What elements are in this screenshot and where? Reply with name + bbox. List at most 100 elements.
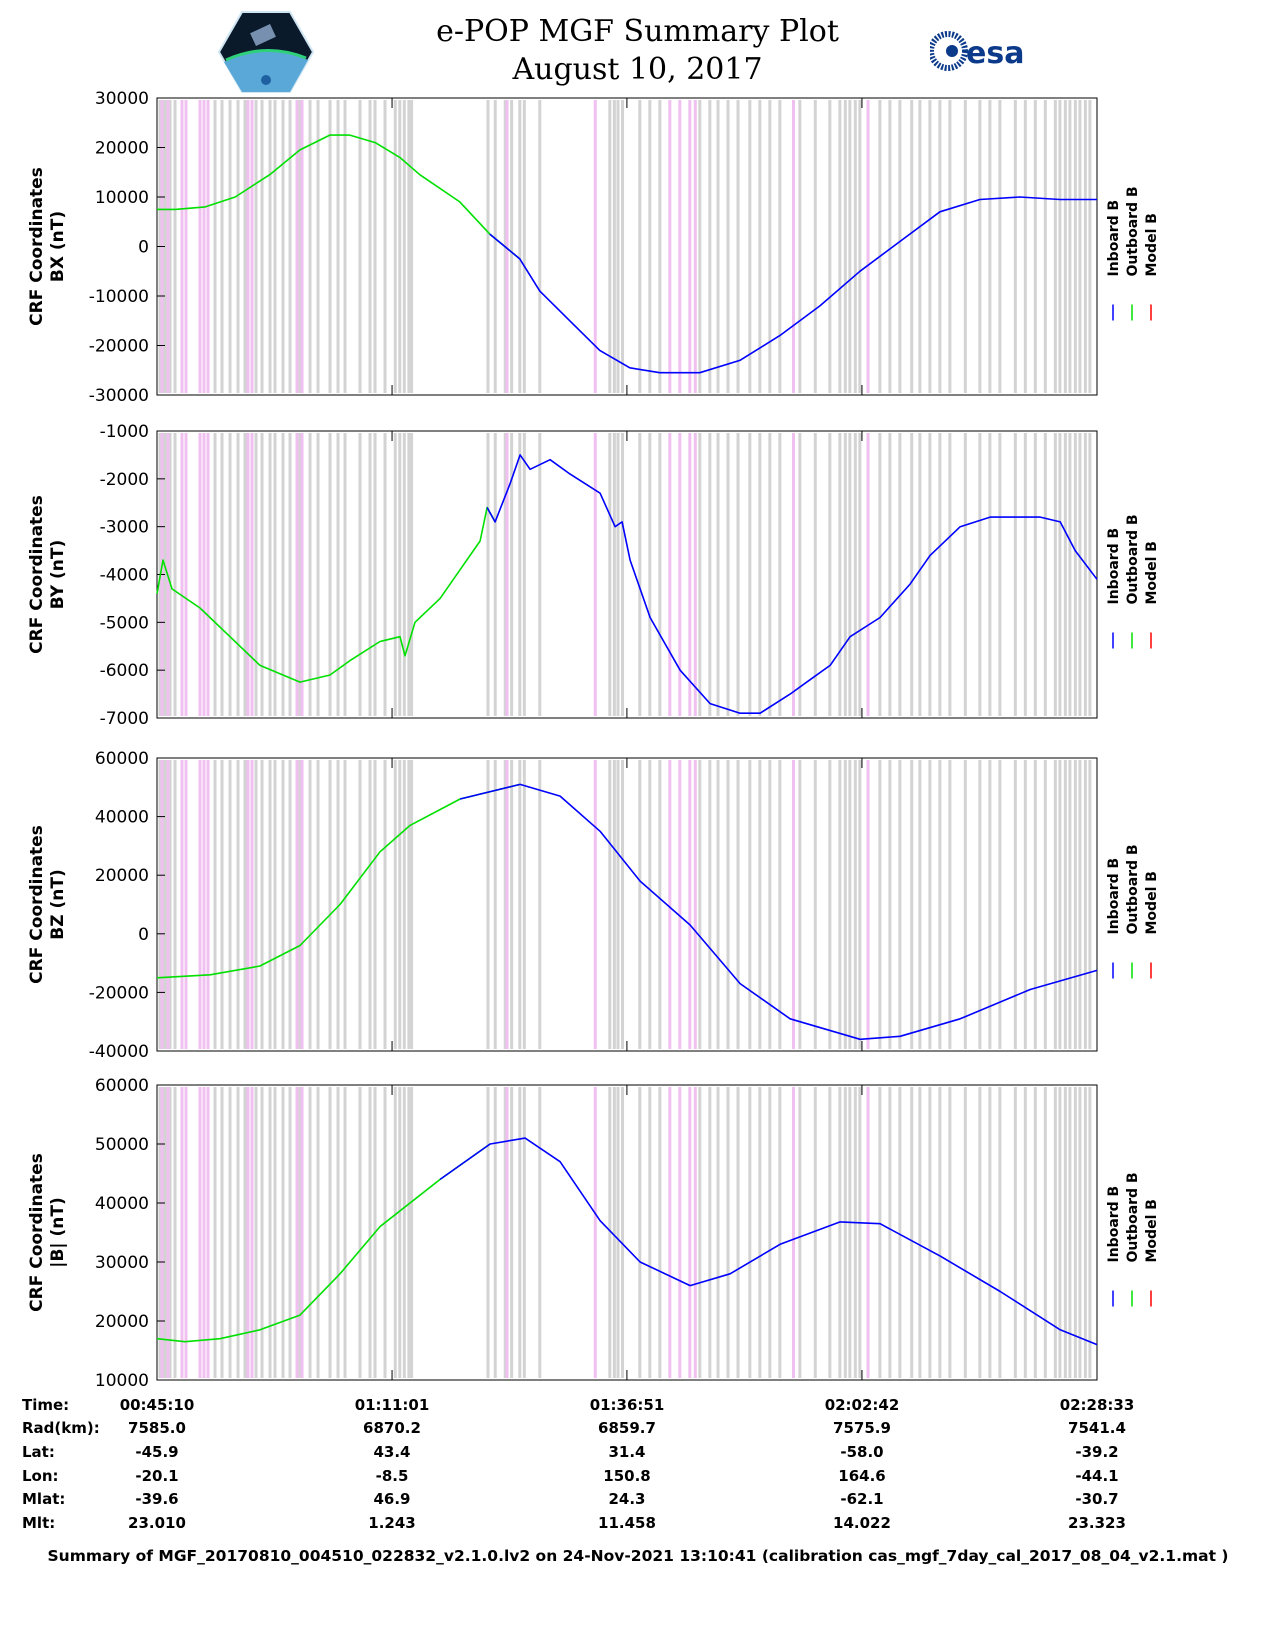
- stripe-pink: [198, 760, 202, 1049]
- y-tick-label: -3000: [100, 518, 149, 538]
- stripe-gray: [1033, 100, 1037, 393]
- row-label: Lat:: [22, 1443, 55, 1461]
- table-cell: 7585.0: [128, 1419, 186, 1437]
- stripe-gray: [336, 100, 340, 393]
- stripe-gray: [1033, 433, 1037, 716]
- stripe-pink: [505, 1087, 509, 1378]
- stripe-gray: [843, 100, 847, 393]
- stripe-gray: [988, 760, 992, 1049]
- stripe-gray: [1063, 1087, 1067, 1378]
- table-cell: 43.4: [373, 1443, 411, 1461]
- stripe-pink: [198, 1087, 202, 1378]
- stripe-gray: [168, 100, 172, 393]
- stripe-gray: [368, 433, 372, 716]
- stripe-gray: [407, 433, 411, 716]
- stripe-gray: [383, 100, 387, 393]
- inboard-b-line: [486, 454, 1098, 714]
- stripe-gray: [621, 1087, 625, 1378]
- stripe-gray: [798, 760, 802, 1049]
- stripe-gray: [638, 760, 642, 1049]
- stripe-gray: [402, 760, 406, 1049]
- stripe-gray: [621, 760, 625, 1049]
- stripe-gray: [978, 1087, 982, 1378]
- stripe-gray: [398, 1087, 402, 1378]
- stripe-gray: [298, 1087, 302, 1378]
- stripe-gray: [493, 760, 497, 1049]
- stripe-gray: [522, 433, 526, 716]
- stripe-gray: [1068, 433, 1072, 716]
- stripe-gray: [853, 760, 857, 1049]
- stripe-pink: [246, 100, 250, 393]
- stripe-gray: [1063, 100, 1067, 393]
- y-tick-label: -5000: [100, 613, 149, 633]
- stripe-gray: [316, 100, 320, 393]
- stripe-gray: [843, 1087, 847, 1378]
- stripe-gray: [1068, 100, 1072, 393]
- inboard-b-line: [459, 783, 1098, 1041]
- stripe-gray: [1068, 1087, 1072, 1378]
- stripe-gray: [1078, 760, 1082, 1049]
- stripe-gray: [888, 433, 892, 716]
- stripe-pink: [184, 100, 188, 393]
- stripe-gray: [1058, 760, 1062, 1049]
- stripe-gray: [336, 1087, 340, 1378]
- stripe-pink: [166, 100, 170, 393]
- stripe-gray: [358, 760, 362, 1049]
- stripe-pink: [202, 100, 206, 393]
- stripe-gray: [1063, 433, 1067, 716]
- stripe-gray: [1013, 760, 1017, 1049]
- stripe-gray: [402, 433, 406, 716]
- table-cell: 7541.4: [1068, 1419, 1126, 1437]
- stripe-gray: [1078, 433, 1082, 716]
- stripe-gray: [928, 433, 932, 716]
- stripe-gray: [316, 760, 320, 1049]
- stripe-pink: [668, 433, 672, 716]
- y-tick-label: 10000: [95, 1371, 149, 1391]
- stripe-gray: [758, 1087, 762, 1378]
- stripe-gray: [838, 760, 842, 1049]
- stripe-gray: [612, 1087, 616, 1378]
- stripe-gray: [998, 760, 1002, 1049]
- stripe-gray: [328, 100, 332, 393]
- stripe-gray: [1013, 100, 1017, 393]
- stripe-gray: [798, 1087, 802, 1378]
- stripe-gray: [228, 100, 232, 393]
- table-cell: 23.010: [128, 1514, 186, 1532]
- stripe-pink: [295, 433, 299, 716]
- stripe-gray: [621, 433, 625, 716]
- table-cell: -44.1: [1075, 1467, 1119, 1485]
- stripe-gray: [1073, 100, 1077, 393]
- stripe-gray: [518, 1087, 522, 1378]
- stripe-gray: [1058, 1087, 1062, 1378]
- stripe-gray: [538, 1087, 542, 1378]
- table-cell: 31.4: [608, 1443, 646, 1461]
- y-tick-label: 0: [138, 925, 149, 945]
- stripe-gray: [938, 1087, 942, 1378]
- stripe-gray: [168, 1087, 172, 1378]
- stripe-gray: [308, 760, 312, 1049]
- outboard-b-line: [156, 1143, 491, 1343]
- stripe-gray: [963, 433, 967, 716]
- stripe-gray: [260, 1087, 264, 1378]
- stripe-gray: [716, 760, 720, 1049]
- y-tick-label: -10000: [89, 287, 149, 307]
- y-tick-label: 30000: [95, 1253, 149, 1273]
- stripe-pink: [688, 433, 692, 716]
- stripe-gray: [918, 1087, 922, 1378]
- stripe-pink: [593, 433, 597, 716]
- y-axis-label-line2: BX (nT): [48, 211, 68, 282]
- table-cell: 02:28:33: [1059, 1396, 1135, 1414]
- stripe-gray: [213, 760, 217, 1049]
- stripe-gray: [858, 433, 862, 716]
- y-tick-label: 30000: [95, 89, 149, 109]
- stripe-gray: [373, 433, 377, 716]
- stripe-gray: [726, 1087, 730, 1378]
- stripe-gray: [1083, 760, 1087, 1049]
- stripe-gray: [878, 1087, 882, 1378]
- stripe-gray: [612, 433, 616, 716]
- stripe-gray: [888, 1087, 892, 1378]
- stripe-gray: [228, 1087, 232, 1378]
- stripe-pink: [693, 760, 697, 1049]
- stripe-gray: [1023, 433, 1027, 716]
- stripe-gray: [948, 433, 952, 716]
